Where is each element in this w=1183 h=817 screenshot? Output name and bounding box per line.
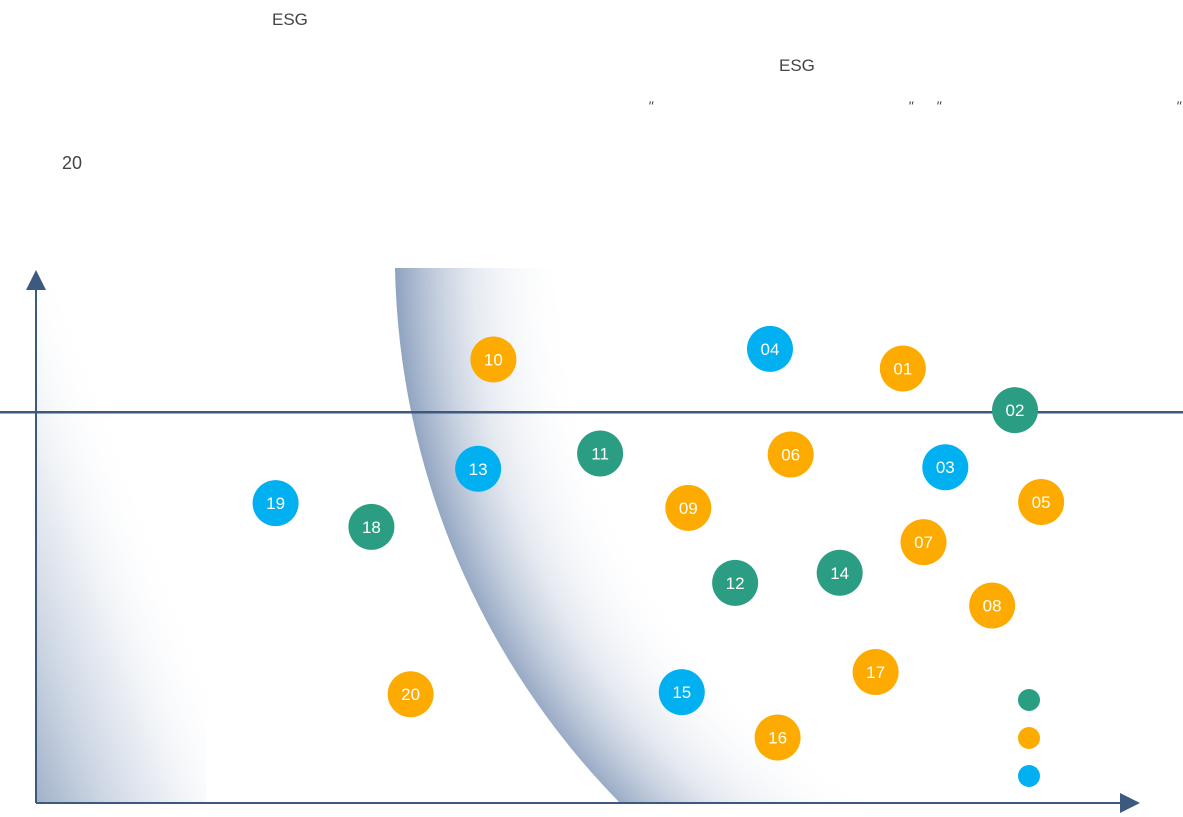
left-gradient-region <box>36 268 206 803</box>
data-point-label: 11 <box>591 444 609 463</box>
data-point-label: 18 <box>362 518 381 537</box>
data-point-marker <box>712 559 759 606</box>
data-point: 07 <box>900 519 947 566</box>
data-point-marker <box>816 549 863 596</box>
data-point-marker <box>992 387 1039 434</box>
y-axis-arrow-icon <box>26 270 46 290</box>
data-point-label: 08 <box>983 597 1002 616</box>
data-point-label: 09 <box>679 499 698 518</box>
header-line-1: ESG <box>272 10 308 29</box>
quote-mark-2: " <box>908 98 913 114</box>
data-point-marker <box>754 714 801 761</box>
data-point: 16 <box>754 714 801 761</box>
data-point-marker <box>470 336 517 383</box>
data-point-marker <box>969 582 1016 629</box>
data-point-marker <box>455 445 502 492</box>
arc-gradient-region <box>395 268 900 803</box>
data-point: 12 <box>712 559 759 606</box>
data-point-marker <box>879 345 926 392</box>
data-point-marker <box>1018 479 1065 526</box>
data-point: 17 <box>852 649 899 696</box>
data-point-label: 04 <box>761 340 780 359</box>
legend-marker-blue <box>1018 765 1040 787</box>
data-point: 13 <box>455 445 502 492</box>
legend-marker-teal <box>1018 689 1040 711</box>
data-point-label: 15 <box>672 683 691 702</box>
data-point-marker <box>852 649 899 696</box>
data-point-label: 14 <box>830 564 849 583</box>
data-point: 02 <box>992 387 1039 434</box>
header-line-3: 20 <box>62 153 83 173</box>
data-point-marker <box>577 430 624 477</box>
data-point: 19 <box>252 480 299 527</box>
data-point-marker <box>665 484 712 531</box>
data-point-label: 03 <box>936 458 955 477</box>
data-point: 01 <box>879 345 926 392</box>
data-point-label: 19 <box>266 494 285 513</box>
data-point-marker <box>900 519 947 566</box>
data-point-marker <box>387 671 434 718</box>
header-line-2: ESG <box>779 56 815 75</box>
data-point: 14 <box>816 549 863 596</box>
data-point-marker <box>658 669 705 716</box>
quote-mark-3: " <box>936 98 941 114</box>
data-point: 08 <box>969 582 1016 629</box>
data-point-label: 06 <box>781 446 800 465</box>
data-point: 18 <box>348 503 395 550</box>
legend-marker-orange <box>1018 727 1040 749</box>
data-point: 06 <box>767 431 814 478</box>
data-point-marker <box>348 503 395 550</box>
data-point-marker <box>767 431 814 478</box>
data-point: 20 <box>387 671 434 718</box>
data-point-label: 07 <box>914 533 933 552</box>
data-point: 11 <box>577 430 624 477</box>
data-point: 10 <box>470 336 517 383</box>
quote-mark-4: " <box>1176 98 1181 114</box>
data-point: 05 <box>1018 479 1065 526</box>
quote-mark-1: " <box>648 98 653 114</box>
x-axis-arrow-icon <box>1120 793 1140 813</box>
data-point: 03 <box>922 444 969 491</box>
data-point-label: 16 <box>768 729 787 748</box>
data-point-marker <box>252 480 299 527</box>
data-point: 04 <box>746 325 793 372</box>
data-point-label: 10 <box>484 350 503 369</box>
data-point-label: 01 <box>893 359 912 378</box>
data-point-label: 17 <box>866 663 885 682</box>
data-point: 15 <box>658 669 705 716</box>
data-point-label: 13 <box>469 460 488 479</box>
data-point-label: 02 <box>1006 401 1025 420</box>
data-point-marker <box>922 444 969 491</box>
data-point-label: 05 <box>1032 493 1051 512</box>
data-point-marker <box>746 325 793 372</box>
data-point: 09 <box>665 484 712 531</box>
data-point-label: 12 <box>726 574 745 593</box>
data-point-label: 20 <box>401 685 420 704</box>
